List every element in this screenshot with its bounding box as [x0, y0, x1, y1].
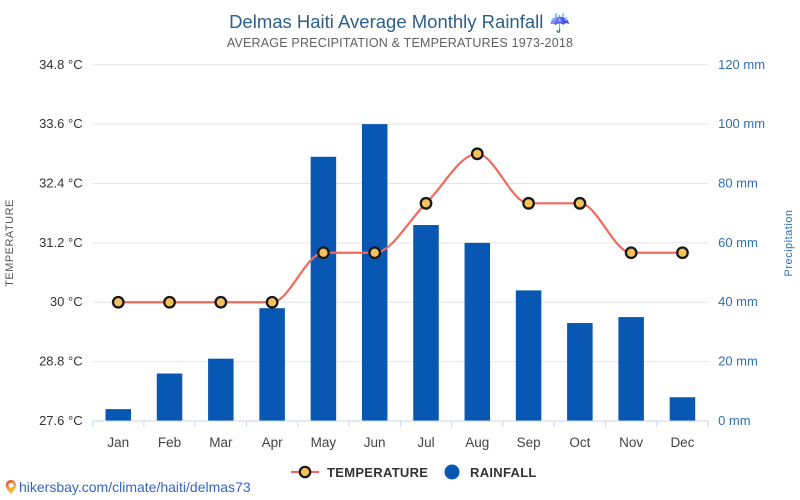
svg-text:0 mm: 0 mm	[718, 413, 751, 428]
svg-text:34.8 °C: 34.8 °C	[39, 57, 83, 72]
svg-text:100 mm: 100 mm	[718, 116, 765, 131]
svg-text:May: May	[311, 435, 337, 450]
svg-text:28.8 °C: 28.8 °C	[39, 354, 83, 369]
svg-text:40 mm: 40 mm	[718, 294, 758, 309]
svg-text:31.2 °C: 31.2 °C	[39, 235, 83, 250]
svg-text:TEMPERATURE: TEMPERATURE	[327, 465, 428, 480]
svg-text:Jun: Jun	[364, 435, 386, 450]
svg-text:120 mm: 120 mm	[718, 57, 765, 72]
svg-text:33.6 °C: 33.6 °C	[39, 116, 83, 131]
svg-text:Mar: Mar	[209, 435, 233, 450]
svg-text:20 mm: 20 mm	[718, 354, 758, 369]
svg-text:27.6 °C: 27.6 °C	[39, 413, 83, 428]
svg-text:32.4 °C: 32.4 °C	[39, 176, 83, 191]
svg-text:Nov: Nov	[619, 435, 643, 450]
svg-text:Feb: Feb	[158, 435, 181, 450]
svg-text:Oct: Oct	[569, 435, 590, 450]
svg-text:Aug: Aug	[465, 435, 489, 450]
svg-text:Dec: Dec	[670, 435, 694, 450]
svg-text:Apr: Apr	[262, 435, 284, 450]
svg-text:30 °C: 30 °C	[50, 294, 83, 309]
svg-text:60 mm: 60 mm	[718, 235, 758, 250]
svg-text:Jul: Jul	[417, 435, 434, 450]
svg-text:RAINFALL: RAINFALL	[470, 465, 537, 480]
svg-text:80 mm: 80 mm	[718, 176, 758, 191]
svg-text:Jan: Jan	[107, 435, 129, 450]
svg-text:Sep: Sep	[517, 435, 541, 450]
